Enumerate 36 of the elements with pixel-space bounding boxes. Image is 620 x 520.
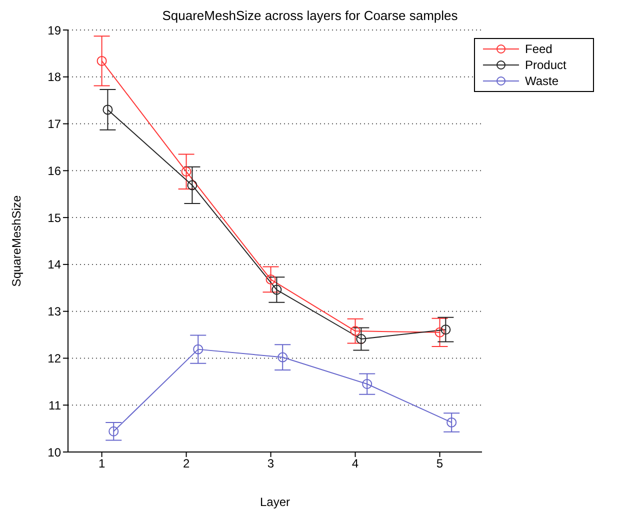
x-tick-label: 3 [267, 456, 274, 471]
point [272, 284, 282, 295]
y-tick-label: 13 [48, 304, 62, 319]
y-tick-label: 17 [48, 117, 62, 132]
point [96, 56, 107, 66]
point [434, 327, 445, 338]
y-tick-label: 16 [48, 164, 62, 178]
y-axis-title: SquareMeshSize [9, 194, 24, 287]
point [102, 104, 113, 115]
point [108, 426, 119, 436]
chart-title: SquareMeshSize across layers for Coarse samples [162, 8, 458, 23]
point [440, 324, 451, 335]
point [278, 352, 288, 362]
y-tick-label: 11 [48, 398, 62, 412]
legend-label: Feed [525, 42, 554, 56]
x-tick-label: 4 [352, 456, 359, 471]
x-tick-label: 1 [98, 456, 106, 471]
x-axis-title: Layer [260, 495, 290, 509]
x-tick-label: 2 [182, 456, 190, 471]
point [181, 166, 192, 177]
point [187, 180, 198, 190]
y-tick-label: 14 [48, 258, 62, 272]
point [350, 326, 360, 336]
y-tick-label: 12 [48, 351, 62, 366]
x-tick-label: 5 [436, 456, 444, 471]
legend-label: Product [525, 58, 568, 72]
legend-label: Waste [525, 74, 560, 88]
point [356, 334, 366, 344]
y-tick-label: 19 [48, 23, 62, 38]
point [266, 274, 276, 284]
point [362, 379, 372, 390]
y-tick-label: 18 [48, 70, 62, 84]
point [193, 344, 204, 354]
point [446, 417, 457, 428]
y-tick-label: 10 [48, 445, 62, 460]
y-tick-label: 15 [48, 210, 62, 225]
